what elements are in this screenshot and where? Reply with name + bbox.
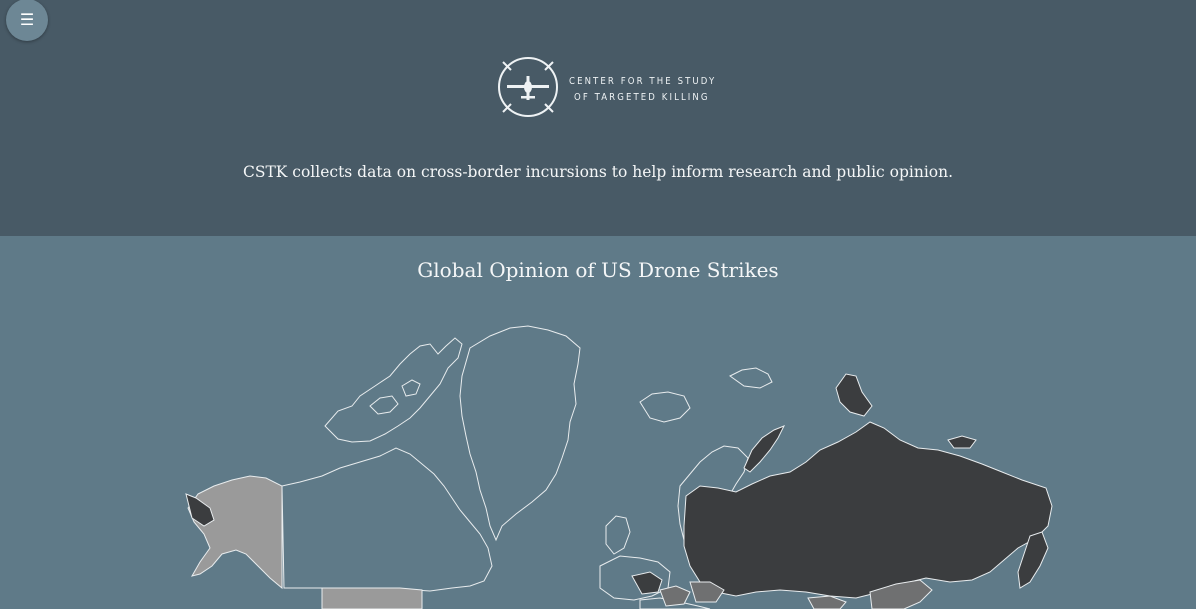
country-china	[869, 579, 933, 609]
country-svalbard	[729, 367, 773, 389]
country-usa	[321, 587, 423, 609]
country-canada-arctic-islands	[324, 337, 463, 443]
country-ukraine	[689, 581, 725, 603]
world-map[interactable]	[0, 236, 1196, 609]
country-canada-island-2	[369, 395, 399, 415]
logo-line-1: CENTER FOR THE STUDY	[569, 76, 717, 87]
hamburger-menu-icon: ☰	[19, 10, 35, 29]
site-logo[interactable]: CENTER FOR THE STUDY OF TARGETED KILLING	[497, 56, 717, 120]
country-russia	[683, 421, 1053, 599]
country-kazakhstan	[807, 595, 847, 609]
country-greenland	[459, 325, 581, 542]
map-section: Global Opinion of US Drone Strikes	[0, 236, 1196, 609]
country-canada	[281, 447, 493, 592]
country-europe-south	[639, 597, 711, 609]
country-alaska	[187, 475, 283, 590]
drone-crosshair-icon	[498, 57, 558, 117]
country-europe-dark	[631, 571, 663, 595]
tagline: CSTK collects data on cross-border incur…	[242, 163, 954, 181]
country-russia-severnaya-zemlya	[835, 373, 873, 417]
country-uk	[605, 515, 631, 555]
country-alaska-west	[185, 493, 215, 527]
logo-text: CENTER FOR THE STUDY OF TARGETED KILLING	[569, 74, 716, 106]
country-russia-novaya-zemlya	[743, 425, 786, 473]
menu-button[interactable]: ☰	[6, 0, 48, 41]
country-iceland	[639, 391, 691, 423]
country-poland	[659, 585, 691, 607]
map-title: Global Opinion of US Drone Strikes	[417, 258, 779, 282]
site-header: ☰ CENTER FOR THE STUDY OF TARGETED KILLI…	[0, 0, 1196, 236]
country-russia-islands	[947, 435, 977, 449]
country-canada-island-3	[401, 379, 421, 397]
logo-line-2: OF TARGETED KILLING	[574, 92, 710, 103]
country-russia-kamchatka	[1017, 531, 1049, 589]
